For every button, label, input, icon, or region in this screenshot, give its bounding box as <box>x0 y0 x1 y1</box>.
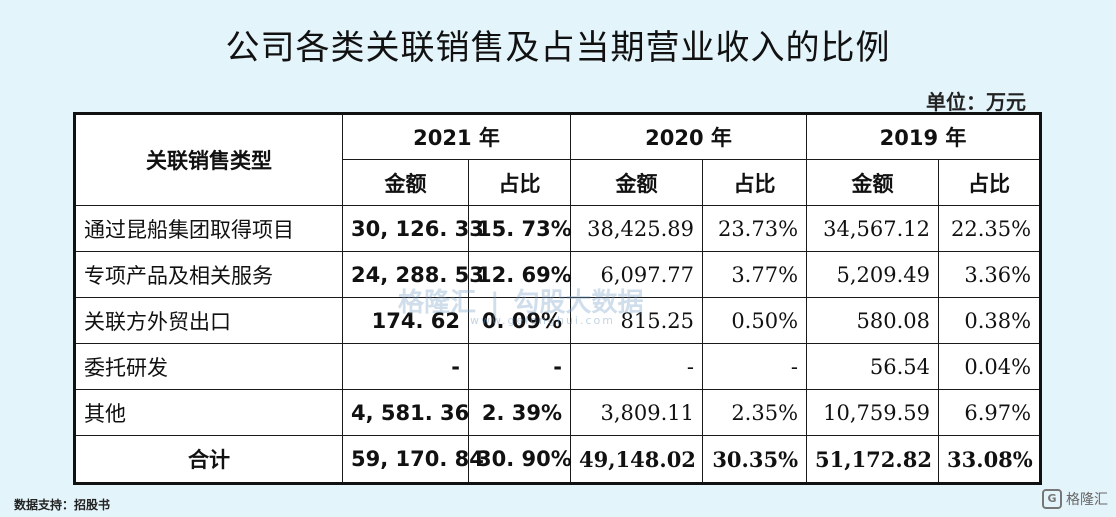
cell-2019-amount: 10,759.59 <box>806 389 940 436</box>
cell-2019-ratio: 3.36% <box>938 251 1043 298</box>
table-row: 委托研发 - - - - 56.54 0.04% <box>73 343 1043 390</box>
row-type: 委托研发 <box>73 343 343 390</box>
cell-2019-amount: 5,209.49 <box>806 251 940 298</box>
cell-2020-amount: 38,425.89 <box>570 205 704 252</box>
cell-2020-amount: - <box>570 343 704 390</box>
cell-2020-ratio: 2.35% <box>702 389 808 436</box>
cell-2019-amount: 34,567.12 <box>806 205 940 252</box>
cell-2021-ratio: - <box>467 343 572 390</box>
cell-2020-amount: 6,097.77 <box>570 251 704 298</box>
row-type: 关联方外贸出口 <box>73 297 343 344</box>
cell-2019-amount: 56.54 <box>806 343 940 390</box>
subheader-ratio: 占比 <box>467 159 572 206</box>
cell-2019-amount: 580.08 <box>806 297 940 344</box>
source-note: 数据支持：招股书 <box>14 498 111 512</box>
cell-2021-ratio: 0. 09% <box>467 297 572 344</box>
subheader-ratio: 占比 <box>938 159 1043 206</box>
total-row: 合计 59, 170. 84 30. 90% 49,148.02 30.35% … <box>73 435 1043 485</box>
logo-text: 格隆汇 <box>1066 492 1108 508</box>
subheader-amount: 金额 <box>806 159 940 206</box>
cell-2021-amount: - <box>342 343 469 390</box>
header-year-2019: 2019 年 <box>806 112 1043 160</box>
cell-2020-ratio: 3.77% <box>702 251 808 298</box>
total-2020-ratio: 30.35% <box>702 435 808 485</box>
total-2021-amount: 59, 170. 84 <box>342 435 484 485</box>
cell-2020-ratio: 23.73% <box>702 205 808 252</box>
cell-2019-ratio: 6.97% <box>938 389 1043 436</box>
total-2020-amount: 49,148.02 <box>570 435 704 485</box>
cell-2021-amount: 174. 62 <box>342 297 469 344</box>
page-title: 公司各类关联销售及占当期营业收入的比例 <box>225 28 891 68</box>
cell-2021-amount: 30, 126. 33 <box>342 205 484 252</box>
subheader-ratio: 占比 <box>702 159 808 206</box>
cell-2020-amount: 3,809.11 <box>570 389 704 436</box>
table-row: 其他 4, 581. 36 2. 39% 3,809.11 2.35% 10,7… <box>73 389 1043 436</box>
row-type: 专项产品及相关服务 <box>73 251 343 298</box>
subheader-amount: 金额 <box>570 159 704 206</box>
subheader-amount: 金额 <box>342 159 469 206</box>
related-sales-table: 关联销售类型 2021 年 2020 年 2019 年 金额 占比 金额 占比 … <box>73 112 1043 485</box>
row-type: 其他 <box>73 389 343 436</box>
cell-2021-amount: 4, 581. 36 <box>342 389 469 436</box>
cell-2020-ratio: 0.50% <box>702 297 808 344</box>
header-row-type: 关联销售类型 <box>73 112 343 206</box>
row-type: 通过昆船集团取得项目 <box>73 205 343 252</box>
unit-label: 单位：万元 <box>926 90 1026 114</box>
logo-icon: G <box>1042 489 1062 509</box>
total-2021-ratio: 30. 90% <box>467 435 572 485</box>
brand-logo: G 格隆汇 <box>1042 489 1108 509</box>
cell-2021-amount: 24, 288. 53 <box>342 251 484 298</box>
cell-2019-ratio: 0.38% <box>938 297 1043 344</box>
header-year-2021: 2021 年 <box>341 112 572 160</box>
cell-2021-ratio: 12. 69% <box>467 251 572 298</box>
watermark-url: www.gelonghui.com <box>470 314 615 327</box>
total-2019-ratio: 33.08% <box>938 435 1043 485</box>
cell-2020-ratio: - <box>702 343 808 390</box>
header-year-2020: 2020 年 <box>570 112 808 160</box>
cell-2019-ratio: 0.04% <box>938 343 1043 390</box>
cell-2019-ratio: 22.35% <box>938 205 1043 252</box>
cell-2021-ratio: 2. 39% <box>467 389 572 436</box>
total-2019-amount: 51,172.82 <box>806 435 940 485</box>
table-row: 专项产品及相关服务 24, 288. 53 12. 69% 6,097.77 3… <box>73 251 1043 298</box>
table-row: 通过昆船集团取得项目 30, 126. 33 15. 73% 38,425.89… <box>73 205 1043 252</box>
total-label: 合计 <box>73 435 343 485</box>
cell-2021-ratio: 15. 73% <box>467 205 572 252</box>
